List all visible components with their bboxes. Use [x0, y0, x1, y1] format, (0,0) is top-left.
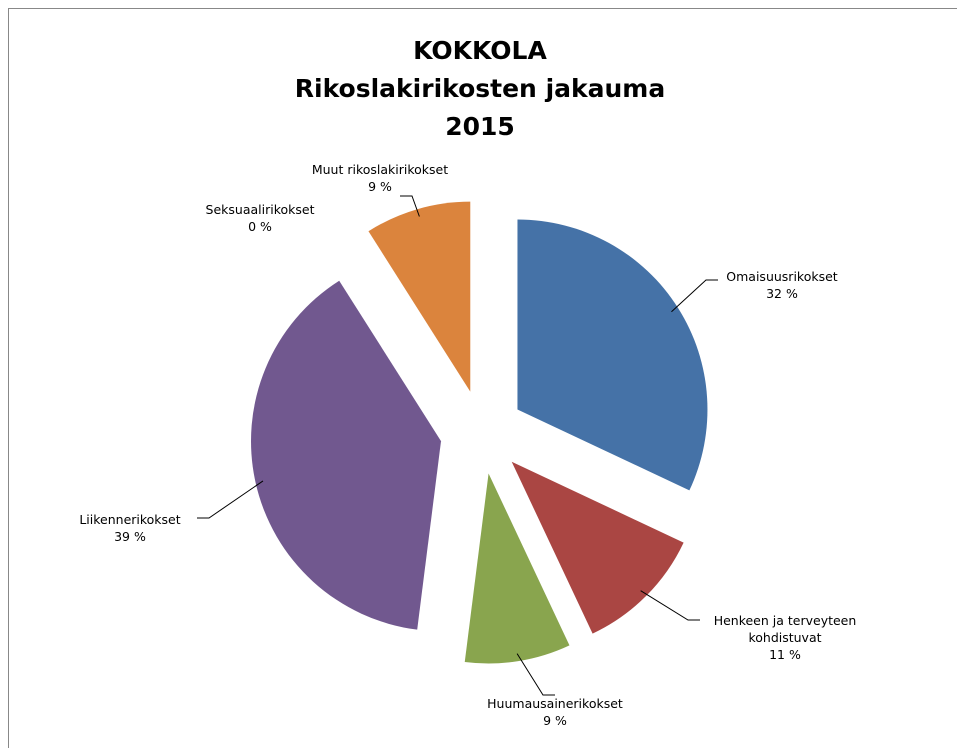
pie-slice [511, 461, 684, 634]
category-label: Liikennerikokset [79, 512, 181, 527]
category-label: Omaisuusrikokset [726, 269, 838, 284]
leader-line [640, 590, 700, 621]
data-label: Liikennerikokset 39 % [60, 511, 200, 545]
pie-slice [251, 280, 442, 630]
data-label: Muut rikoslakirikokset 9 % [290, 161, 470, 195]
pie-slice [368, 201, 471, 392]
category-label: Muut rikoslakirikokset [311, 162, 449, 177]
category-label: Huumausainerikokset [487, 696, 623, 711]
value-label: 9 % [368, 179, 392, 194]
data-label: Henkeen ja terveyteen kohdistuvat 11 % [700, 612, 870, 663]
data-label: Omaisuusrikokset 32 % [712, 268, 852, 302]
value-label: 0 % [248, 219, 272, 234]
category-label: Henkeen ja terveyteen kohdistuvat [713, 613, 857, 645]
leader-line [516, 653, 555, 696]
chart-title: KOKKOLA Rikoslakirikosten jakauma 2015 [294, 36, 666, 141]
data-label: Huumausainerikokset 9 % [470, 695, 640, 729]
value-label: 11 % [769, 647, 801, 662]
data-label: Seksuaalirikokset 0 % [205, 201, 315, 235]
chart-frame [8, 8, 957, 748]
leader-line [400, 195, 420, 217]
value-label: 9 % [543, 713, 567, 728]
value-label: 39 % [114, 529, 146, 544]
pie-slice [517, 219, 708, 491]
leader-line [197, 480, 264, 519]
value-label: 32 % [766, 286, 798, 301]
category-label: Seksuaalirikokset [205, 202, 315, 217]
leader-line [671, 279, 718, 313]
pie-slice [464, 473, 570, 664]
